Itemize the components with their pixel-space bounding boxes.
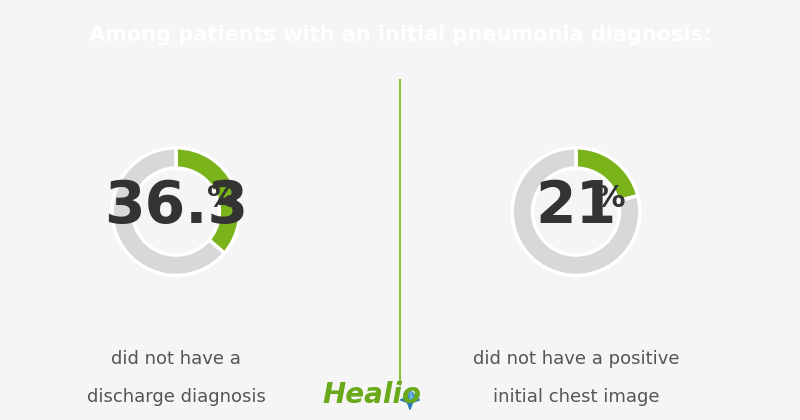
Wedge shape [112, 148, 225, 276]
Polygon shape [410, 390, 420, 400]
Text: 21: 21 [535, 178, 617, 235]
Text: %: % [207, 184, 238, 213]
Wedge shape [576, 148, 638, 201]
Wedge shape [512, 148, 640, 276]
Text: discharge diagnosis: discharge diagnosis [86, 388, 266, 407]
Text: Healio: Healio [322, 381, 422, 409]
Polygon shape [407, 390, 410, 397]
Text: 36.3: 36.3 [104, 178, 248, 235]
Text: Among patients with an initial pneumonia diagnosis:: Among patients with an initial pneumonia… [89, 24, 711, 45]
Polygon shape [400, 390, 420, 410]
Polygon shape [410, 390, 413, 400]
Text: did not have a: did not have a [111, 350, 241, 368]
Text: did not have a positive: did not have a positive [473, 350, 679, 368]
Wedge shape [176, 148, 240, 253]
Text: initial chest image: initial chest image [493, 388, 659, 407]
Text: %: % [595, 184, 626, 213]
